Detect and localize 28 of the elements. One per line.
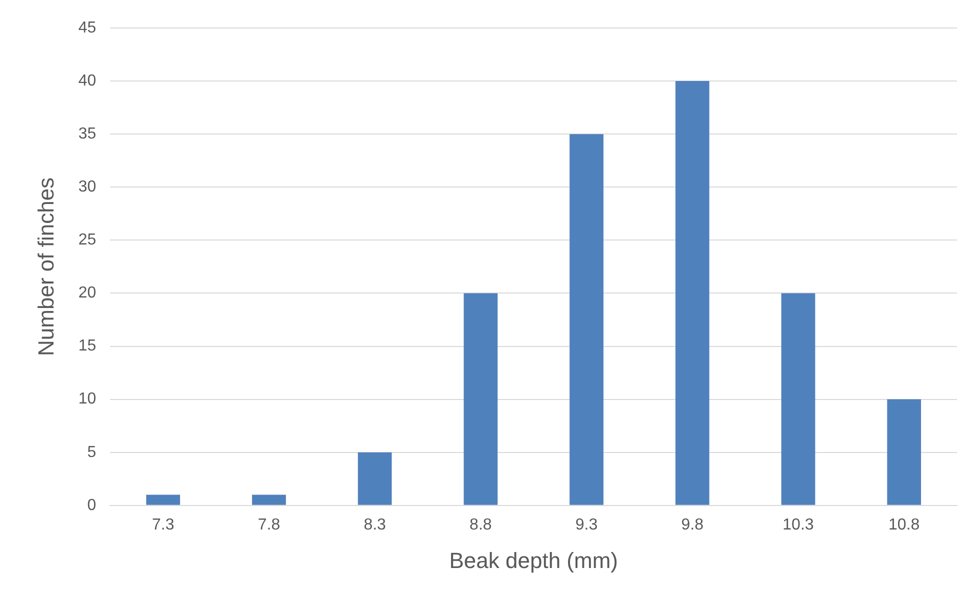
bar <box>146 494 180 505</box>
y-axis-title: Number of finches <box>33 177 58 356</box>
y-tick-label: 35 <box>78 125 96 142</box>
x-tick-label: 8.8 <box>470 516 492 534</box>
y-tick-label: 10 <box>78 390 96 408</box>
x-tick-label: 9.3 <box>575 516 598 534</box>
y-tick-label: 45 <box>78 19 96 36</box>
x-tick-label: 8.3 <box>364 516 386 534</box>
y-tick-label: 0 <box>87 496 96 514</box>
x-tick-label: 10.8 <box>888 516 920 534</box>
x-axis-title: Beak depth (mm) <box>449 548 618 573</box>
y-tick-label: 40 <box>78 72 96 90</box>
bar <box>252 494 286 505</box>
y-tick-label: 25 <box>78 232 96 249</box>
x-tick-label: 7.8 <box>258 516 280 534</box>
bar <box>887 399 922 505</box>
bar <box>358 452 392 505</box>
bar <box>464 293 498 505</box>
bar <box>570 134 604 505</box>
y-tick-label: 15 <box>78 338 96 355</box>
x-tick-label: 7.3 <box>152 516 174 534</box>
x-tick-label: 9.8 <box>681 516 704 534</box>
x-tick-label: 10.3 <box>782 516 814 534</box>
bar <box>675 81 710 505</box>
bar <box>781 293 816 505</box>
y-tick-label: 5 <box>87 444 96 461</box>
y-tick-label: 20 <box>78 284 96 302</box>
y-tick-label: 30 <box>78 178 96 196</box>
